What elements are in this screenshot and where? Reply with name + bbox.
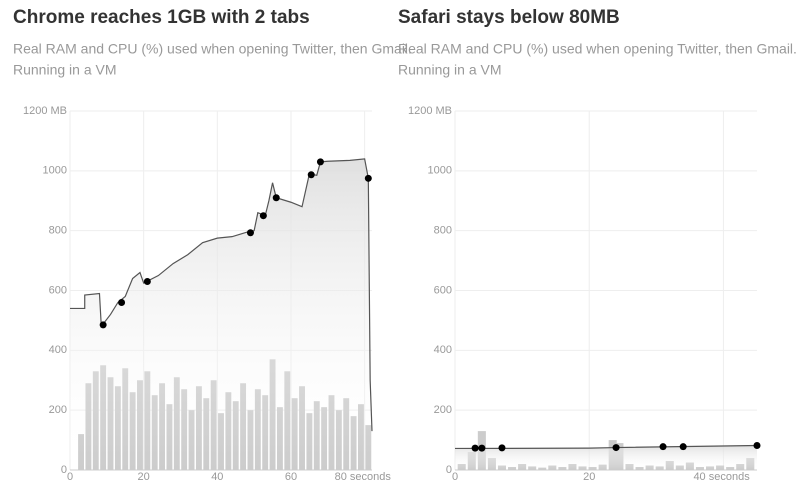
marker (753, 441, 761, 449)
subtitle: Real RAM and CPU (%) used when opening T… (398, 41, 797, 57)
y-tick-label: 200 (49, 404, 67, 416)
ram-area (70, 158, 372, 470)
y-tick-label: 400 (434, 344, 452, 356)
marker (659, 443, 667, 451)
y-tick-label: 600 (434, 284, 452, 296)
marker (364, 174, 372, 182)
x-tick-label: 80 seconds (335, 471, 392, 483)
y-tick-label: 400 (49, 344, 67, 356)
marker (307, 171, 315, 179)
x-tick-label: 60 (285, 471, 297, 483)
marker (471, 444, 479, 452)
y-tick-label: 200 (434, 404, 452, 416)
marker (272, 194, 280, 202)
marker (498, 444, 506, 452)
x-tick-label: 20 (583, 471, 595, 483)
marker (259, 212, 267, 220)
marker (612, 444, 620, 452)
y-tick-label: 1000 (428, 165, 452, 177)
y-tick-label: 600 (49, 284, 67, 296)
marker (316, 158, 324, 166)
marker (478, 444, 486, 452)
y-tick-label: 1000 (43, 165, 67, 177)
ram-area (455, 445, 757, 470)
chart-title: Safari stays below 80MB (398, 7, 620, 28)
y-tick-label: 1200 MB (23, 105, 67, 117)
marker (118, 298, 126, 306)
x-tick-label: 40 seconds (693, 471, 750, 483)
marker (143, 278, 151, 286)
subtitle: Running in a VM (398, 62, 502, 78)
y-tick-label: 0 (446, 464, 452, 476)
x-tick-label: 0 (452, 471, 458, 483)
marker (99, 321, 107, 329)
x-tick-label: 0 (67, 471, 73, 483)
x-tick-label: 20 (138, 471, 150, 483)
y-tick-label: 800 (434, 225, 452, 237)
marker (679, 443, 687, 451)
x-tick-label: 40 (211, 471, 223, 483)
y-tick-label: 800 (49, 225, 67, 237)
y-tick-label: 1200 MB (408, 105, 452, 117)
y-tick-label: 0 (61, 464, 67, 476)
marker (246, 229, 254, 237)
subtitle: Real RAM and CPU (%) used when opening T… (13, 41, 412, 57)
subtitle: Running in a VM (13, 62, 117, 78)
chart-title: Chrome reaches 1GB with 2 tabs (13, 7, 310, 28)
